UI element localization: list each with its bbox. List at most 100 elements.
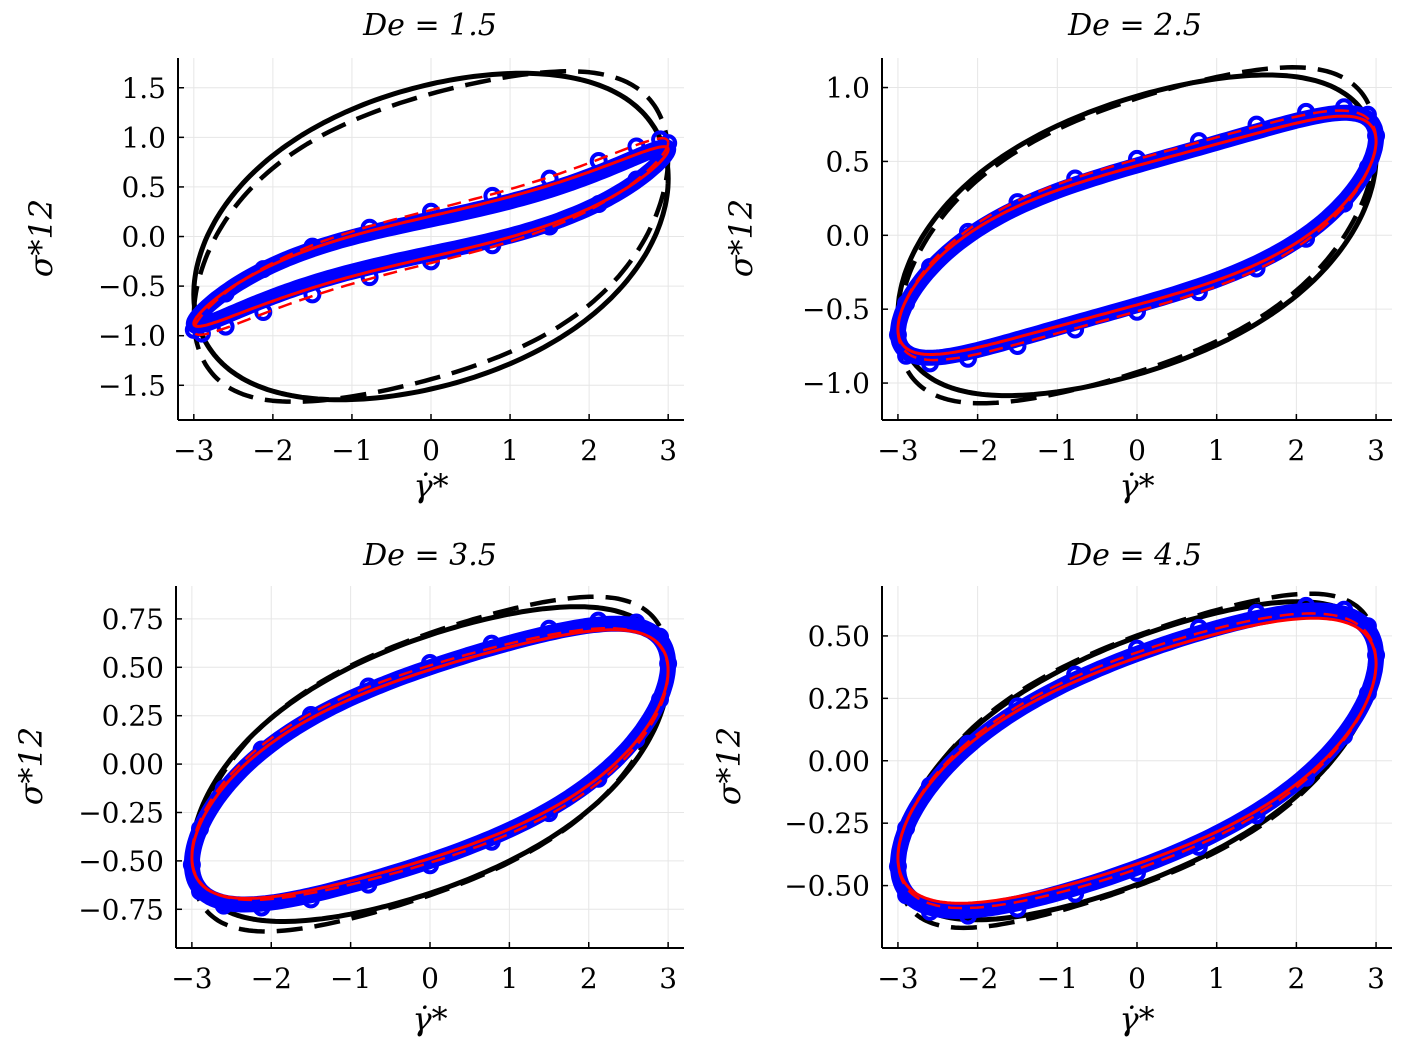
series-group: [184, 69, 678, 404]
series-marker: [192, 306, 211, 325]
series-line-6: [896, 109, 1378, 362]
series-marker: [216, 284, 235, 303]
y-tick-label: 0.50: [808, 620, 870, 653]
series-line-6: [190, 627, 670, 902]
series-marker: [1297, 102, 1316, 121]
y-tick-label: 0.75: [102, 603, 164, 636]
y-tick-label: 0.5: [825, 145, 870, 178]
x-axis-label: γ̇*: [1119, 1000, 1154, 1038]
series-marker: [958, 906, 977, 925]
x-tick-label: −2: [957, 434, 998, 467]
series-line-2: [189, 594, 671, 934]
y-tick-label: −0.50: [78, 845, 164, 878]
series-group: [182, 594, 678, 934]
series-line-2: [191, 69, 671, 404]
x-tick-label: −3: [171, 962, 212, 995]
y-tick-label: −0.5: [98, 270, 166, 303]
y-tick-label: 0.5: [121, 171, 166, 204]
series-marker: [1335, 98, 1354, 117]
series-marker: [897, 294, 916, 313]
series-marker: [1358, 158, 1377, 177]
x-tick-label: −1: [1037, 434, 1078, 467]
x-tick-label: 3: [1367, 962, 1385, 995]
chart-panel-1: −3 −2 −1 0 1 2 3 −1.5 −1.0 −0.5 0.0 0.5 1.0 1.5 De = 1…: [22, 8, 684, 505]
series-marker: [958, 349, 977, 368]
series-marker: [920, 776, 939, 795]
series-line-6: [896, 612, 1378, 910]
x-tick-label: 1: [500, 962, 518, 995]
x-tick-label: 3: [659, 434, 677, 467]
y-tick-label: −0.50: [784, 870, 870, 903]
y-tick-label: 0.0: [121, 221, 166, 254]
y-tick-label: −0.5: [802, 293, 870, 326]
series-marker: [1297, 768, 1316, 787]
y-tick-label: 0.00: [808, 745, 870, 778]
chart-panel-2: −3 −2 −1 0 1 2 3 −1.0 −0.5 0.0 0.5 1.0 De = 2.5 γ̇* σ*…: [722, 8, 1392, 505]
x-tick-label: 2: [580, 962, 598, 995]
x-tick-label: 1: [1208, 962, 1226, 995]
x-axis-label: γ̇*: [1119, 467, 1154, 505]
series-marker: [422, 202, 440, 221]
chart-panel-4: −3 −2 −1 0 1 2 3 −0.50 −0.25 0.00 0.25 0.50 De = 4.5…: [710, 538, 1392, 1038]
y-axis-label: σ*12: [12, 727, 50, 806]
x-tick-label: 2: [1287, 962, 1305, 995]
series-line-5: [192, 145, 670, 328]
chart-title: De = 4.5: [1067, 538, 1202, 573]
x-tick-label: 1: [1208, 434, 1226, 467]
series-marker: [1008, 336, 1027, 355]
x-tick-label: −2: [957, 962, 998, 995]
x-tick-label: 2: [580, 434, 598, 467]
x-tick-label: −1: [1037, 962, 1078, 995]
x-axis-label: γ̇*: [412, 1000, 447, 1038]
series-marker: [1066, 884, 1085, 903]
series-marker: [627, 730, 646, 749]
y-tick-label: 1.5: [121, 72, 166, 105]
chart-panel-3: −3 −2 −1 0 1 2 3 −0.75 −0.50 −0.25 0.00 0.25 0.50 0.7…: [12, 538, 684, 1038]
series-line-5: [190, 628, 670, 900]
x-tick-label: 2: [1287, 434, 1305, 467]
chart-title: De = 3.5: [362, 538, 497, 573]
y-tick-label: 0.25: [102, 700, 164, 733]
series-marker: [1189, 618, 1208, 637]
series-marker: [627, 613, 646, 632]
series-marker: [651, 148, 670, 167]
series-marker: [958, 734, 977, 753]
x-tick-label: 0: [1128, 434, 1146, 467]
y-tick-label: 0.50: [102, 651, 164, 684]
x-tick-label: 1: [501, 434, 519, 467]
chart-title: De = 2.5: [1067, 8, 1202, 43]
series-marker: [920, 258, 939, 277]
series-line-2: [895, 65, 1379, 406]
series-group: [888, 591, 1386, 931]
y-tick-label: 0.0: [825, 219, 870, 252]
x-tick-label: −1: [330, 962, 371, 995]
y-tick-label: 0.00: [102, 748, 164, 781]
y-tick-label: −0.75: [78, 893, 164, 926]
series-marker: [359, 677, 378, 696]
series-marker: [1335, 600, 1354, 619]
x-tick-label: 0: [422, 434, 440, 467]
x-tick-label: −3: [877, 434, 918, 467]
series-marker: [1297, 229, 1316, 248]
x-tick-label: 3: [1367, 434, 1385, 467]
y-tick-label: −1.0: [802, 367, 870, 400]
y-tick-label: −0.25: [784, 807, 870, 840]
y-axis-label: σ*12: [22, 199, 60, 278]
y-axis-label: σ*12: [710, 727, 748, 806]
series-marker: [589, 769, 608, 788]
series-marker: [214, 896, 233, 915]
series-marker: [483, 186, 502, 205]
series-marker: [252, 740, 271, 759]
x-tick-label: −3: [173, 434, 214, 467]
x-tick-label: −2: [251, 962, 292, 995]
series-marker: [254, 260, 273, 279]
series-marker: [920, 354, 939, 373]
series-marker: [958, 222, 977, 241]
x-tick-label: 0: [1128, 962, 1146, 995]
series-marker: [1128, 863, 1146, 882]
x-tick-label: 3: [659, 962, 677, 995]
series-marker: [1247, 115, 1266, 134]
y-tick-label: −1.5: [98, 369, 166, 402]
series-marker: [589, 194, 608, 213]
